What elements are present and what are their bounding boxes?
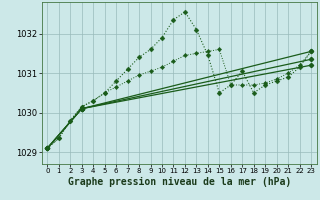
X-axis label: Graphe pression niveau de la mer (hPa): Graphe pression niveau de la mer (hPa) bbox=[68, 177, 291, 187]
